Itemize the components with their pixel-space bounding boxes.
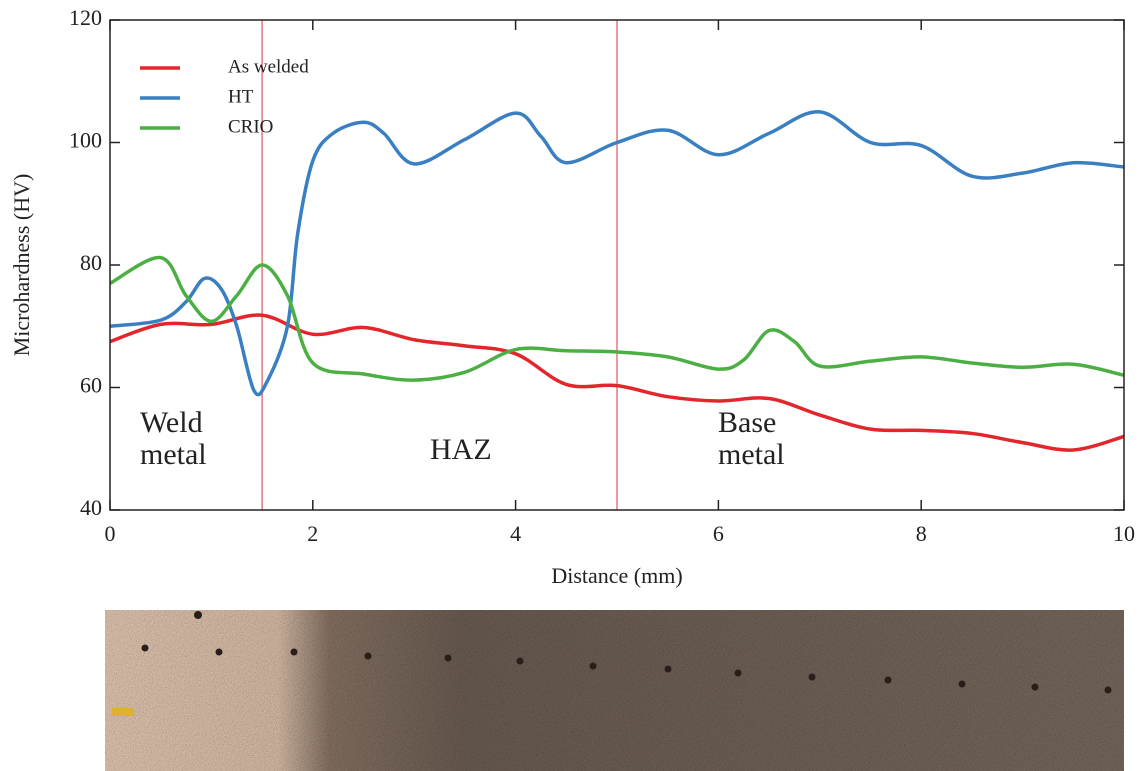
- x-tick-label: 8: [916, 521, 927, 546]
- x-tick-label: 4: [510, 521, 521, 546]
- zone-label: HAZ: [430, 433, 492, 466]
- series-line: [109, 255, 1125, 382]
- y-tick-label: 60: [80, 373, 102, 398]
- x-tick-label: 6: [713, 521, 724, 546]
- series-line: [109, 313, 1125, 452]
- zone-label: metal: [140, 438, 207, 471]
- zone-label: Base: [718, 406, 776, 439]
- x-tick-label: 2: [307, 521, 318, 546]
- y-tick-label: 80: [80, 250, 102, 275]
- plot-frame: [109, 19, 1125, 511]
- indents: [141, 611, 1112, 694]
- legend-label: HT: [228, 86, 254, 107]
- legend-label: CRIO: [228, 116, 273, 137]
- series-line: [109, 110, 1125, 397]
- legend-label: As welded: [228, 56, 309, 77]
- x-tick-label: 10: [1113, 521, 1135, 546]
- micrograph: [105, 610, 1124, 771]
- y-tick-label: 100: [69, 128, 102, 153]
- x-tick-label: 0: [105, 521, 116, 546]
- zone-label: Weld: [140, 406, 203, 439]
- y-axis-label: Microhardness (HV): [9, 174, 34, 357]
- zone-label: metal: [718, 438, 785, 471]
- x-axis-label: Distance (mm): [551, 563, 682, 588]
- micrograph-strip: [105, 610, 1124, 771]
- scale-mark: [112, 708, 134, 716]
- y-tick-label: 40: [80, 495, 102, 520]
- y-tick-label: 120: [69, 5, 102, 30]
